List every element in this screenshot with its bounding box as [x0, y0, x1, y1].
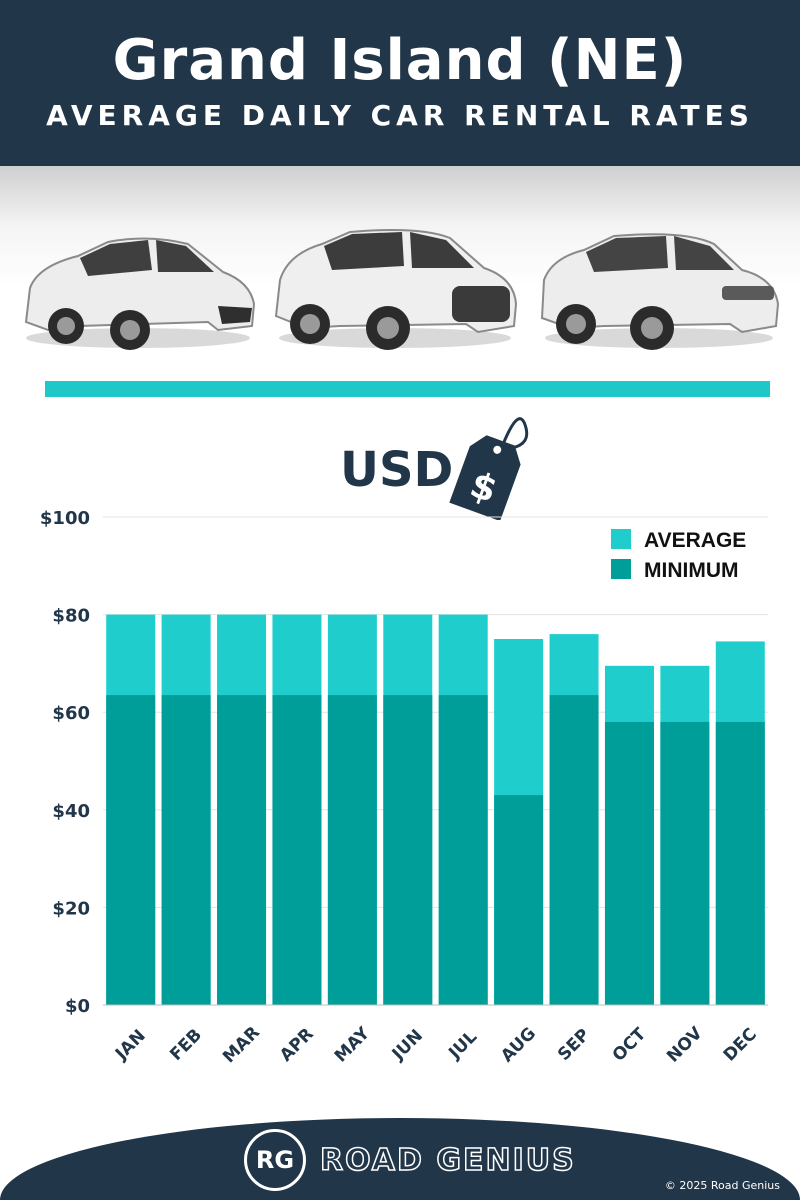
page-title: Grand Island (NE)	[112, 28, 688, 93]
x-tick-label: DEC	[720, 1024, 761, 1065]
y-tick-label: $100	[40, 508, 90, 529]
legend-swatch	[611, 559, 631, 579]
bar-minimum	[217, 695, 267, 1005]
price-tag-dollar-icon: $	[449, 417, 529, 520]
bar-minimum	[494, 795, 544, 1005]
bar-minimum	[660, 721, 710, 1005]
x-tick-label: MAR	[219, 1023, 264, 1068]
y-tick-label: $20	[52, 898, 90, 919]
x-tick-label: FEB	[166, 1025, 206, 1065]
x-tick-label: APR	[276, 1024, 318, 1066]
header-banner: Grand Island (NE) AVERAGE DAILY CAR RENT…	[0, 0, 800, 166]
legend-swatch	[611, 529, 631, 549]
legend-label: AVERAGE	[644, 529, 746, 552]
rental-rate-chart: $0 $20 $40 $60 $80 $100 JAN FEB MAR APR MAY JUN JUL A…	[40, 508, 768, 1068]
x-tick-label: JUL	[444, 1027, 481, 1064]
bar-minimum	[438, 695, 488, 1005]
brand-logo-badge: RG	[244, 1129, 306, 1191]
bar-minimum	[161, 695, 211, 1005]
currency-label: USD	[340, 442, 454, 498]
x-tick-label: JAN	[111, 1026, 150, 1065]
bar-minimum	[549, 695, 599, 1005]
y-tick-label: $0	[65, 996, 90, 1017]
x-tick-label: OCT	[609, 1024, 651, 1066]
cars-band	[0, 166, 800, 366]
accent-divider	[45, 381, 770, 397]
x-tick-label: NOV	[663, 1023, 707, 1067]
bar-minimum	[106, 695, 156, 1005]
bar-minimum	[383, 695, 433, 1005]
x-tick-label: MAY	[331, 1023, 374, 1066]
legend-label: MINIMUM	[644, 559, 738, 582]
x-tick-label: AUG	[497, 1024, 540, 1067]
x-tick-label: JUN	[388, 1026, 427, 1065]
y-tick-label: $40	[52, 801, 90, 822]
bar-minimum	[327, 695, 377, 1005]
y-tick-label: $80	[52, 606, 90, 627]
bar-minimum	[604, 721, 654, 1005]
x-tick-label: SEP	[554, 1025, 594, 1065]
brand-name: ROAD GENIUS	[319, 1142, 576, 1179]
y-tick-label: $60	[52, 703, 90, 724]
suv-car-image	[274, 229, 518, 350]
luxury-suv-car-image	[540, 233, 780, 350]
page-subtitle: AVERAGE DAILY CAR RENTAL RATES	[46, 99, 754, 132]
copyright-text: © 2025 Road Genius	[664, 1179, 780, 1192]
bar-minimum	[272, 695, 322, 1005]
bar-minimum	[715, 721, 765, 1005]
hatchback-car-image	[24, 237, 256, 350]
